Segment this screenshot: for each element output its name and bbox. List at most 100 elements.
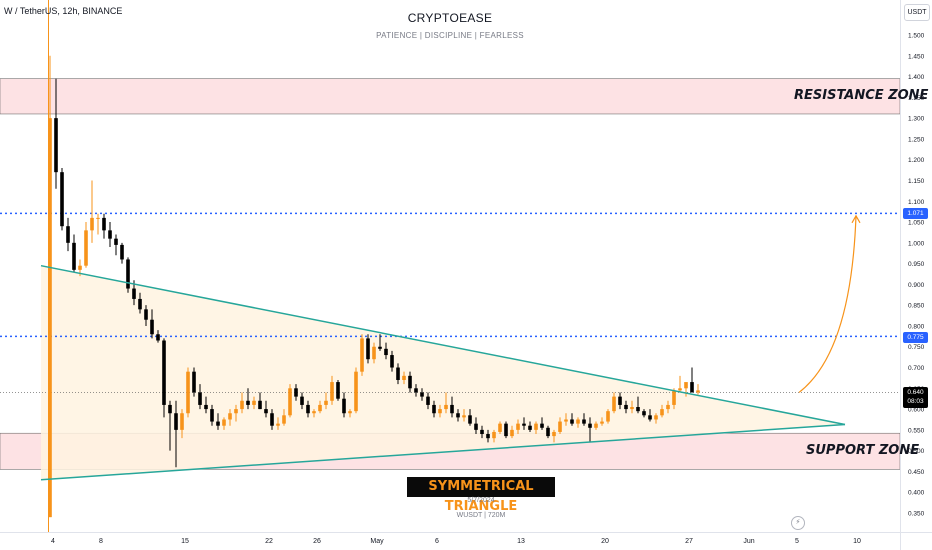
candle-body xyxy=(432,404,436,414)
candle-body xyxy=(666,404,670,410)
candle-body xyxy=(348,411,352,414)
candle-body xyxy=(84,230,88,266)
candle-body xyxy=(588,423,592,428)
candle-body xyxy=(54,118,58,173)
candle-body xyxy=(246,400,250,405)
y-tick-label: 1.300 xyxy=(908,116,925,123)
candle-body xyxy=(48,118,52,518)
candle-body xyxy=(354,371,358,412)
candle-body xyxy=(552,431,556,437)
candle-body xyxy=(276,423,280,426)
chart-subtitle: PATIENCE | DISCIPLINE | FEARLESS xyxy=(376,31,524,40)
candle-body xyxy=(216,421,220,426)
candle-body xyxy=(72,242,76,270)
candle-body xyxy=(204,404,208,410)
candle-body xyxy=(672,390,676,405)
chart-title: CRYPTOEASE xyxy=(407,11,493,25)
candle-body xyxy=(342,398,346,414)
candle-body xyxy=(300,396,304,405)
candle-body xyxy=(318,404,322,412)
y-tick-label: 0.550 xyxy=(908,427,925,434)
candle-body xyxy=(192,371,196,393)
candle-body xyxy=(264,409,268,414)
candle-body xyxy=(126,259,130,289)
candle-body xyxy=(690,382,694,393)
y-tick-label: 1.050 xyxy=(908,220,925,227)
candle-body xyxy=(480,429,484,435)
candle-body xyxy=(648,415,652,420)
triangle-upper-line xyxy=(40,264,846,426)
y-tick-label: 0.850 xyxy=(908,303,925,310)
candle-body xyxy=(198,392,202,405)
candle-body xyxy=(282,415,286,424)
y-tick-label: 0.600 xyxy=(908,407,925,414)
candle-body xyxy=(96,217,100,219)
candle-body xyxy=(108,230,112,239)
candle-body xyxy=(468,415,472,424)
x-tick-label: 20 xyxy=(601,538,609,545)
candle-body xyxy=(378,346,382,349)
candle-body xyxy=(396,367,400,380)
candle-body xyxy=(450,404,454,414)
x-tick-label: 4 xyxy=(51,538,55,545)
y-tick-label: 1.400 xyxy=(908,74,925,81)
x-tick-label: 6 xyxy=(435,538,439,545)
triangle-fill xyxy=(41,265,845,480)
pattern-date: 5/7/2024 xyxy=(467,497,495,504)
x-tick-label: 15 xyxy=(181,538,189,545)
candle-body xyxy=(288,388,292,416)
candle-body xyxy=(660,409,664,416)
candle-body xyxy=(222,419,226,426)
candle-body xyxy=(528,425,532,430)
x-tick-label: 8 xyxy=(99,538,103,545)
mid-price-tag: 0.775 xyxy=(903,332,928,343)
candle-body xyxy=(114,238,118,245)
candle-body xyxy=(486,434,490,439)
current-price-tag: 0.640 08:03 xyxy=(903,387,928,408)
candle-body xyxy=(156,334,160,341)
candle-body xyxy=(636,407,640,412)
candle-body xyxy=(444,404,448,410)
y-tick-label: 0.950 xyxy=(908,261,925,268)
candle-body xyxy=(510,429,514,437)
candle-body xyxy=(330,382,334,401)
candle-body xyxy=(144,309,148,320)
resistance-zone xyxy=(0,78,901,115)
candle-body xyxy=(612,396,616,412)
candle-body xyxy=(522,423,526,426)
candle-body xyxy=(516,423,520,430)
y-tick-label: 1.200 xyxy=(908,157,925,164)
candle-body xyxy=(576,419,580,424)
candle-body xyxy=(120,244,124,260)
y-tick-label: 0.350 xyxy=(908,511,925,518)
x-tick-label: May xyxy=(370,538,384,545)
countdown-value: 08:03 xyxy=(907,398,924,405)
x-tick-label: 22 xyxy=(265,538,273,545)
candle-body xyxy=(228,413,232,420)
x-tick-label: 13 xyxy=(517,538,525,545)
candle-body xyxy=(606,411,610,422)
candle-body xyxy=(60,172,64,227)
candle-body xyxy=(582,419,586,424)
candle-body xyxy=(402,375,406,380)
candle-body xyxy=(180,413,184,430)
candle-body xyxy=(252,400,256,405)
candle-body xyxy=(150,319,154,335)
candle-body xyxy=(534,423,538,430)
candle-body xyxy=(66,226,70,243)
symbol-label: W / TetherUS, 12h, BINANCE xyxy=(4,6,123,16)
pattern-info: WUSDT | 720M xyxy=(456,512,506,519)
candle-body xyxy=(138,298,142,310)
currency-button[interactable]: USDT xyxy=(904,4,930,21)
candle-body xyxy=(414,388,418,393)
lightning-icon[interactable]: ⚡ xyxy=(791,516,805,530)
candle-body xyxy=(630,407,634,410)
candle-body xyxy=(174,413,178,430)
candle-body xyxy=(390,355,394,368)
y-tick-label: 1.100 xyxy=(908,199,925,206)
candle-body xyxy=(492,431,496,439)
y-tick-label: 1.000 xyxy=(908,240,925,247)
y-tick-label: 0.800 xyxy=(908,323,925,330)
